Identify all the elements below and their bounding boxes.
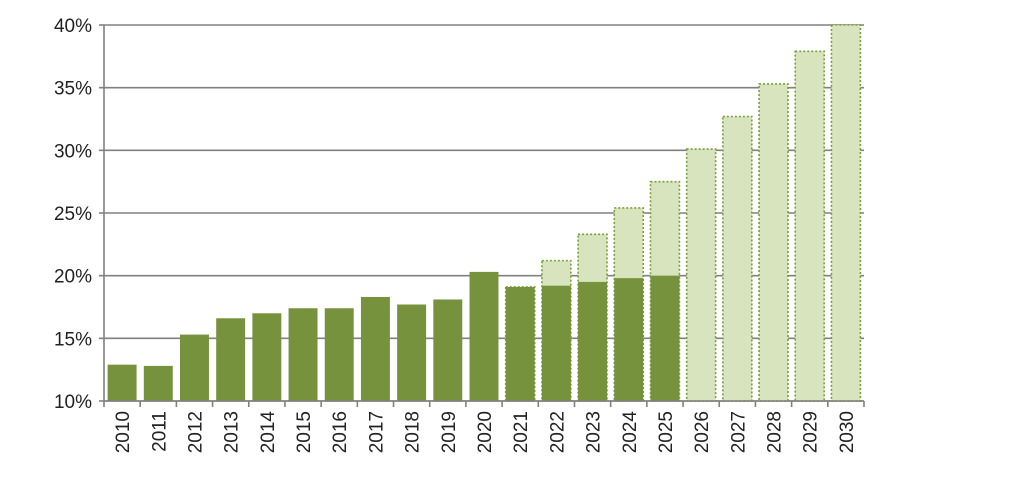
x-tick-label: 2021: [511, 411, 532, 453]
x-tick-label: 2024: [620, 411, 641, 454]
actual-bar-2023: [578, 281, 608, 401]
y-tick-label: 30%: [54, 141, 92, 162]
y-axis-tick-labels: 10% 15% 20% 25% 30% 35% 40%: [54, 16, 92, 413]
actual-bars: [107, 271, 680, 401]
x-tick-label: 2017: [366, 411, 387, 453]
projected-bar-2026: [685, 148, 717, 402]
x-tick-label: 2014: [258, 411, 279, 454]
actual-bar-2011: [143, 365, 173, 401]
x-tick-label: 2027: [728, 411, 749, 453]
x-tick-label: 2028: [765, 411, 786, 453]
y-tick-label: 40%: [54, 16, 92, 37]
actual-bar-2020: [469, 271, 499, 401]
x-tick-label: 2020: [475, 411, 496, 453]
x-tick-label: 2026: [692, 411, 713, 453]
y-tick-label: 35%: [54, 79, 92, 100]
projected-bar-2030: [830, 24, 862, 402]
actual-bar-2012: [180, 334, 209, 401]
actual-bar-2013: [216, 318, 246, 401]
actual-bar-2018: [397, 304, 427, 401]
y-tick-label: 15%: [54, 329, 92, 350]
x-tick-label: 2016: [330, 411, 351, 453]
projected-bar-2029: [794, 50, 825, 402]
actual-bar-2014: [252, 313, 282, 401]
x-tick-label: 2015: [294, 411, 315, 453]
y-tick-label: 25%: [54, 204, 92, 225]
y-tick-label: 20%: [54, 267, 92, 288]
x-tick-label: 2010: [113, 411, 134, 453]
y-tick-label: 10%: [54, 392, 92, 413]
actual-bar-2024: [614, 278, 644, 401]
x-tick-label: 2022: [547, 411, 568, 453]
x-tick-label: 2030: [837, 411, 858, 453]
actual-bar-2019: [433, 299, 463, 401]
x-tick-label: 2029: [801, 411, 822, 453]
x-tick-label: 2025: [656, 411, 677, 453]
projected-bar-2027: [722, 115, 753, 402]
actual-bar-2015: [288, 308, 318, 401]
x-tick-label: 2019: [439, 411, 460, 453]
x-tick-label: 2012: [185, 411, 206, 453]
x-tick-label: 2023: [584, 411, 605, 453]
projected-bar-2028: [758, 83, 789, 402]
actual-bar-2022: [541, 285, 571, 401]
x-tick-label: 2013: [222, 411, 243, 453]
actual-bar-2017: [360, 296, 390, 401]
x-tick-label: 2011: [149, 411, 170, 452]
axes: [99, 24, 865, 407]
actual-bar-2025: [650, 275, 680, 401]
actual-bar-2016: [324, 308, 354, 401]
x-tick-label: 2018: [403, 411, 424, 453]
x-axis-tick-labels: 2010 2011 2012 2013 2014 2015 2016 2017 2018 2019…: [113, 411, 858, 454]
actual-bar-2021: [505, 286, 535, 401]
actual-bar-2010: [107, 364, 137, 401]
